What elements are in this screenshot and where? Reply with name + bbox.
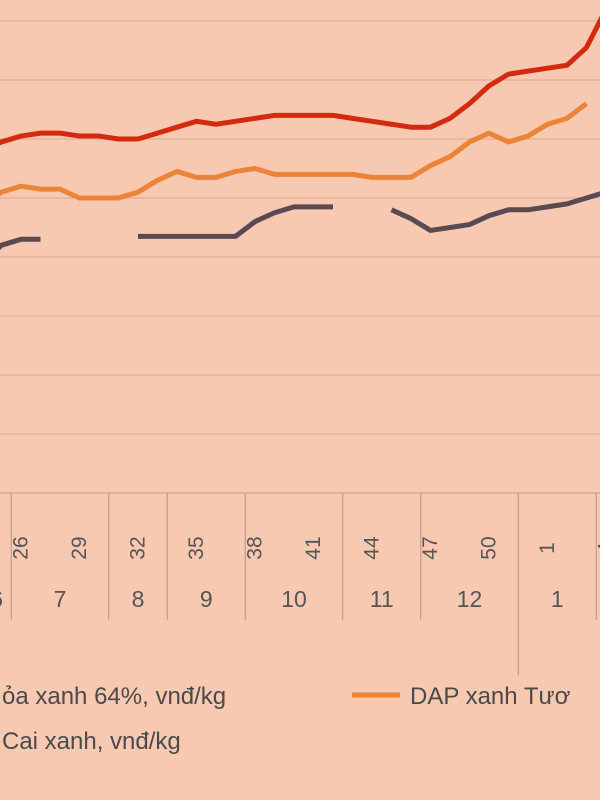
week-tick-label: 29 [68, 536, 91, 559]
series-line-3 [0, 236, 41, 250]
legend: ỏa xanh 64%, vnđ/kg DAP xanh Tươ Cai xanh,… [2, 683, 571, 755]
month-label: 8 [132, 586, 145, 612]
week-tick-label: 26 [10, 536, 33, 559]
x-axis-month-groups: 67891011121234 [0, 586, 564, 612]
series-line-3 [390, 191, 600, 233]
week-tick-label: 35 [185, 536, 208, 559]
month-label: 10 [281, 586, 307, 612]
week-tick-label: 44 [361, 536, 384, 560]
month-label: 11 [370, 586, 394, 612]
legend-entry-npk: Cai xanh, vnđ/kg [2, 728, 181, 755]
legend-entry-dap: DAP xanh Tươ [410, 683, 571, 710]
week-tick-label: 1 [536, 542, 559, 554]
legend-entry-potash: ỏa xanh 64%, vnđ/kg [2, 683, 226, 710]
week-tick-label: 4 [595, 542, 600, 554]
x-axis-week-ticks: 262932353841444750148111417 [10, 536, 600, 560]
week-tick-label: 38 [244, 536, 267, 559]
month-label: 1 [551, 586, 564, 612]
week-tick-label: 32 [127, 536, 150, 559]
month-label: 6 [0, 586, 3, 612]
week-tick-label: 41 [302, 536, 325, 559]
week-tick-label: 50 [478, 536, 501, 559]
month-label: 12 [457, 586, 483, 612]
week-tick-label: 47 [419, 536, 442, 559]
month-label: 7 [54, 586, 67, 612]
series-line-1 [0, 101, 589, 201]
month-label: 9 [200, 586, 213, 612]
series-line-3 [138, 204, 333, 239]
x-axis [0, 492, 600, 675]
